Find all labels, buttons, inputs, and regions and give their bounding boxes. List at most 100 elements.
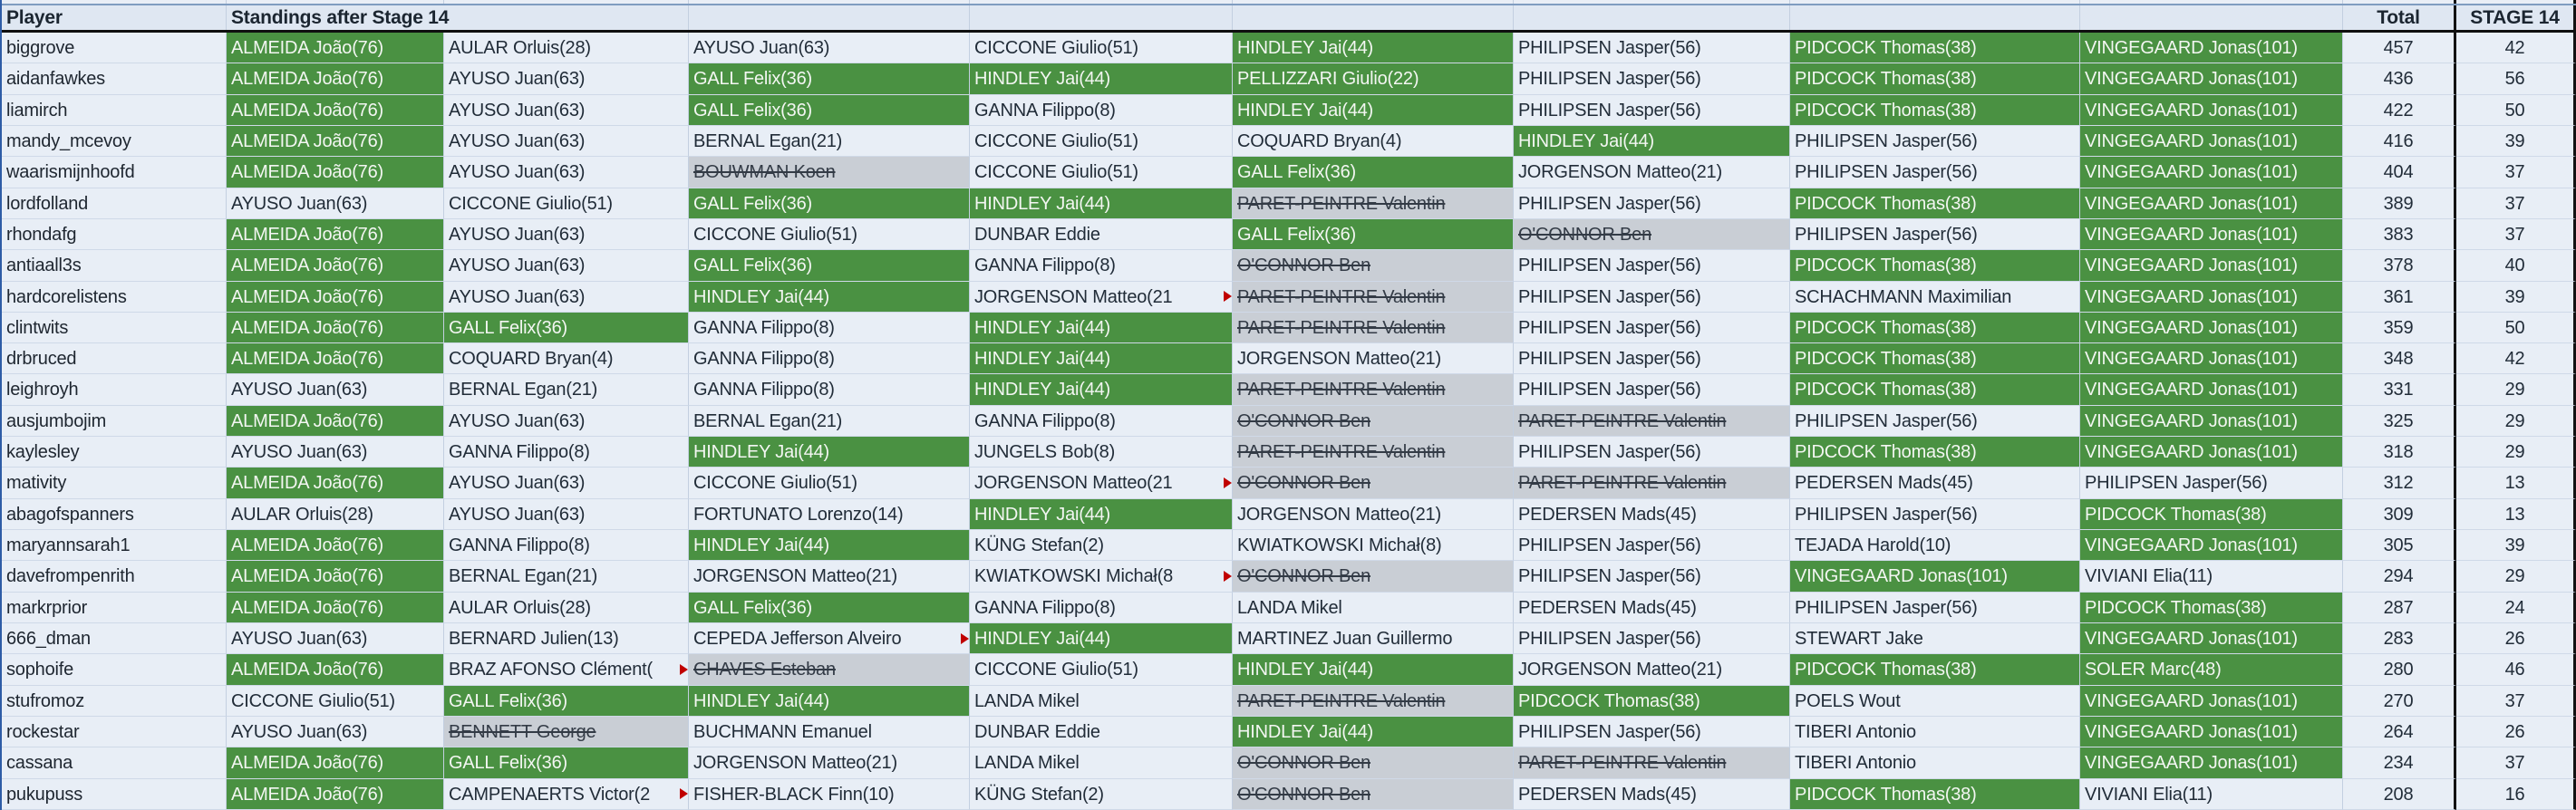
pick-cell[interactable]: VINGEGAARD Jonas(101) [2080, 437, 2343, 468]
pick-cell[interactable]: PHILIPSEN Jasper(56) [1514, 94, 1790, 126]
standings-title[interactable]: Standings after Stage 14 [227, 5, 689, 30]
total-cell[interactable]: 422 [2343, 94, 2456, 126]
total-cell[interactable]: 318 [2343, 437, 2456, 468]
player-cell[interactable]: waarismijnhoofd [2, 157, 227, 188]
pick-cell[interactable]: CICCONE Giulio(51) [689, 468, 970, 499]
pick-cell[interactable]: VINGEGAARD Jonas(101) [2080, 94, 2343, 126]
column-header-total[interactable]: Total [2343, 5, 2456, 30]
pick-cell[interactable]: PHILIPSEN Jasper(56) [1514, 530, 1790, 562]
stage-cell[interactable]: 24 [2456, 592, 2576, 623]
pick-cell[interactable]: AYUSO Juan(63) [227, 374, 444, 406]
pick-cell[interactable]: ALMEIDA João(76) [227, 343, 444, 375]
pick-cell[interactable]: BUCHMANN Emanuel [689, 716, 970, 748]
player-cell[interactable]: antiaall3s [2, 250, 227, 282]
player-cell[interactable]: maryannsarah1 [2, 530, 227, 562]
pick-cell[interactable]: COQUARD Bryan(4) [1233, 125, 1514, 158]
column-header-empty[interactable] [689, 5, 970, 30]
pick-cell[interactable]: BRAZ AFONSO Clément( [444, 654, 689, 686]
stage-cell[interactable]: 29 [2456, 561, 2576, 593]
pick-cell[interactable]: GANNA Filippo(8) [970, 250, 1233, 282]
pick-cell[interactable]: AULAR Orluis(28) [444, 592, 689, 623]
pick-cell[interactable]: AYUSO Juan(63) [227, 622, 444, 655]
pick-cell[interactable]: AYUSO Juan(63) [444, 157, 689, 188]
player-cell[interactable]: stufromoz [2, 685, 227, 717]
column-header-player[interactable]: Player [2, 5, 227, 30]
pick-cell[interactable]: CICCONE Giulio(51) [970, 125, 1233, 158]
player-cell[interactable]: cassana [2, 747, 227, 779]
player-cell[interactable]: mandy_mcevoy [2, 125, 227, 158]
total-cell[interactable]: 404 [2343, 157, 2456, 188]
pick-cell[interactable]: AYUSO Juan(63) [444, 218, 689, 251]
pick-cell[interactable]: PARET-PEINTRE Valentin [1233, 281, 1514, 313]
pick-cell[interactable]: VINGEGAARD Jonas(101) [2080, 63, 2343, 95]
column-header-empty[interactable] [970, 5, 1233, 30]
pick-cell[interactable]: GALL Felix(36) [1233, 218, 1514, 251]
pick-cell[interactable]: AULAR Orluis(28) [444, 33, 689, 64]
pick-cell[interactable]: PHILIPSEN Jasper(56) [1514, 33, 1790, 64]
pick-cell[interactable]: PHILIPSEN Jasper(56) [1514, 63, 1790, 95]
pick-cell[interactable]: TIBERI Antonio [1790, 716, 2080, 748]
pick-cell[interactable]: VINGEGAARD Jonas(101) [2080, 188, 2343, 219]
pick-cell[interactable]: HINDLEY Jai(44) [1514, 125, 1790, 158]
pick-cell[interactable]: PEDERSEN Mads(45) [1514, 592, 1790, 623]
pick-cell[interactable]: HINDLEY Jai(44) [1233, 716, 1514, 748]
pick-cell[interactable]: CICCONE Giulio(51) [227, 685, 444, 717]
total-cell[interactable]: 208 [2343, 778, 2456, 810]
pick-cell[interactable]: PARET-PEINTRE Valentin [1514, 747, 1790, 779]
stage-cell[interactable]: 37 [2456, 685, 2576, 717]
total-cell[interactable]: 436 [2343, 63, 2456, 95]
pick-cell[interactable]: PHILIPSEN Jasper(56) [1790, 157, 2080, 188]
pick-cell[interactable]: PARET-PEINTRE Valentin [1233, 437, 1514, 468]
pick-cell[interactable]: PHILIPSEN Jasper(56) [1790, 405, 2080, 438]
pick-cell[interactable]: KWIATKOWSKI Michał(8 [970, 561, 1233, 593]
player-cell[interactable]: pukupuss [2, 778, 227, 810]
pick-cell[interactable]: VINGEGAARD Jonas(101) [2080, 218, 2343, 251]
player-cell[interactable]: rhondafg [2, 218, 227, 251]
pick-cell[interactable]: AYUSO Juan(63) [444, 250, 689, 282]
pick-cell[interactable]: CAMPENAERTS Victor(2 [444, 778, 689, 810]
pick-cell[interactable]: PIDCOCK Thomas(38) [1790, 188, 2080, 219]
pick-cell[interactable]: HINDLEY Jai(44) [1233, 654, 1514, 686]
pick-cell[interactable]: VINGEGAARD Jonas(101) [2080, 622, 2343, 655]
stage-cell[interactable]: 50 [2456, 94, 2576, 126]
pick-cell[interactable]: AULAR Orluis(28) [227, 498, 444, 530]
pick-cell[interactable]: ALMEIDA João(76) [227, 281, 444, 313]
pick-cell[interactable]: PHILIPSEN Jasper(56) [1790, 498, 2080, 530]
pick-cell[interactable]: HINDLEY Jai(44) [970, 63, 1233, 95]
pick-cell[interactable]: CICCONE Giulio(51) [970, 654, 1233, 686]
pick-cell[interactable]: PHILIPSEN Jasper(56) [1514, 437, 1790, 468]
pick-cell[interactable]: PHILIPSEN Jasper(56) [1514, 188, 1790, 219]
pick-cell[interactable]: PIDCOCK Thomas(38) [1790, 778, 2080, 810]
pick-cell[interactable]: ALMEIDA João(76) [227, 94, 444, 126]
pick-cell[interactable]: CICCONE Giulio(51) [689, 218, 970, 251]
pick-cell[interactable]: ALMEIDA João(76) [227, 592, 444, 623]
pick-cell[interactable]: VINGEGAARD Jonas(101) [2080, 405, 2343, 438]
pick-cell[interactable]: AYUSO Juan(63) [689, 33, 970, 64]
stage-cell[interactable]: 56 [2456, 63, 2576, 95]
pick-cell[interactable]: VINGEGAARD Jonas(101) [2080, 33, 2343, 64]
pick-cell[interactable]: PARET-PEINTRE Valentin [1233, 685, 1514, 717]
pick-cell[interactable]: BERNAL Egan(21) [689, 125, 970, 158]
pick-cell[interactable]: COQUARD Bryan(4) [444, 343, 689, 375]
total-cell[interactable]: 283 [2343, 622, 2456, 655]
pick-cell[interactable]: CICCONE Giulio(51) [970, 33, 1233, 64]
pick-cell[interactable]: PIDCOCK Thomas(38) [1790, 437, 2080, 468]
player-cell[interactable]: rockestar [2, 716, 227, 748]
player-cell[interactable]: abagofspanners [2, 498, 227, 530]
pick-cell[interactable]: ALMEIDA João(76) [227, 218, 444, 251]
total-cell[interactable]: 325 [2343, 405, 2456, 438]
pick-cell[interactable]: BERNAL Egan(21) [689, 405, 970, 438]
pick-cell[interactable]: PARET-PEINTRE Valentin [1514, 468, 1790, 499]
player-cell[interactable]: lordfolland [2, 188, 227, 219]
pick-cell[interactable]: PARET-PEINTRE Valentin [1233, 374, 1514, 406]
pick-cell[interactable]: VIVIANI Elia(11) [2080, 561, 2343, 593]
player-cell[interactable]: mativity [2, 468, 227, 499]
pick-cell[interactable]: MARTINEZ Juan Guillermo [1233, 622, 1514, 655]
stage-cell[interactable]: 26 [2456, 716, 2576, 748]
total-cell[interactable]: 305 [2343, 530, 2456, 562]
pick-cell[interactable]: PEDERSEN Mads(45) [1790, 468, 2080, 499]
pick-cell[interactable]: CICCONE Giulio(51) [970, 157, 1233, 188]
total-cell[interactable]: 270 [2343, 685, 2456, 717]
pick-cell[interactable]: PARET-PEINTRE Valentin [1514, 405, 1790, 438]
pick-cell[interactable]: GALL Felix(36) [444, 685, 689, 717]
